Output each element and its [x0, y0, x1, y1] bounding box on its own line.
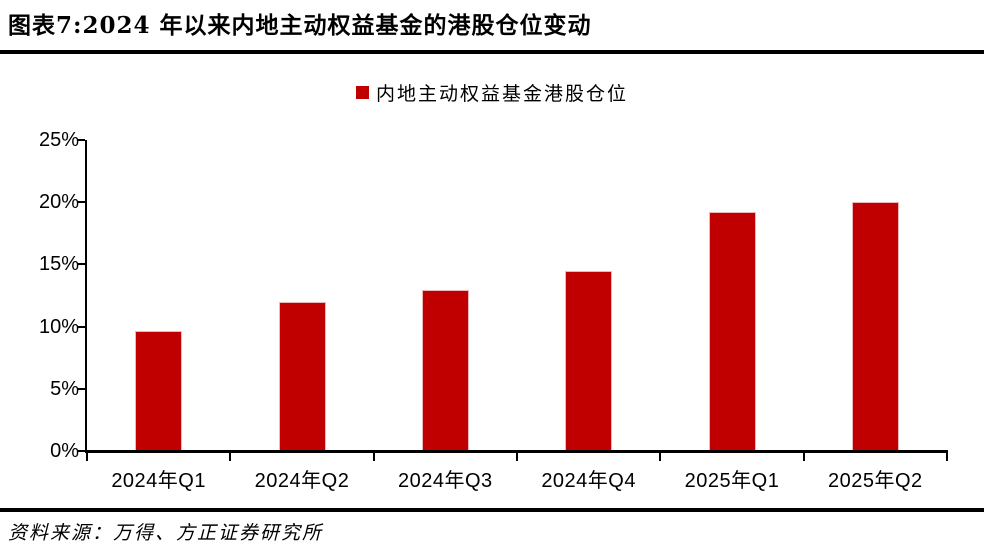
y-axis-label: 5%: [50, 377, 79, 400]
y-axis-tick: [77, 139, 85, 141]
x-axis-label: 2024年Q2: [254, 470, 350, 492]
x-axis-tick: [946, 453, 948, 461]
x-axis-tick: [229, 453, 232, 461]
source-divider: [0, 508, 984, 512]
legend: 内地主动权益基金港股仓位: [0, 82, 984, 105]
x-axis-tick: [659, 453, 662, 461]
y-axis-label: 10%: [38, 315, 79, 338]
y-axis-label: 15%: [38, 253, 79, 276]
x-axis-tick: [516, 453, 518, 461]
chart-title: 图表7:2024 年以来内地主动权益基金的港股仓位变动: [8, 12, 592, 39]
y-axis-tick: [77, 201, 85, 204]
y-axis-label: 25%: [38, 129, 79, 151]
bar-2024年Q3: [421, 289, 469, 450]
x-axis-label: 2025年Q2: [827, 470, 923, 492]
x-axis-label: 2024年Q4: [541, 470, 636, 492]
plot-area: 0% 5% 10% 15% 20% 25% 2024年Q1 2024年Q2 2024年Q3 202…: [39, 129, 948, 492]
y-axis-tick: [77, 263, 85, 266]
y-axis-label: 0%: [50, 440, 79, 462]
y-axis-tick: [77, 450, 85, 452]
bar-2024年Q1: [135, 330, 183, 450]
title-divider: [0, 50, 984, 54]
legend-label: 内地主动权益基金港股仓位: [375, 82, 628, 105]
y-axis-label: 20%: [38, 191, 79, 214]
y-axis-line: [85, 140, 87, 453]
x-axis-label: 2025年Q1: [684, 470, 780, 492]
x-axis-label: 2024年Q1: [111, 470, 206, 492]
y-axis-tick: [77, 387, 85, 390]
x-axis-tick: [372, 453, 375, 461]
bar-2024年Q4: [565, 270, 613, 450]
source-note: 资料来源：万得、方正证券研究所: [8, 522, 324, 544]
bar-2025年Q1: [708, 212, 756, 450]
bar-2024年Q2: [278, 301, 326, 450]
x-axis-label: 2024年Q3: [397, 470, 493, 492]
y-axis-tick: [77, 325, 85, 328]
legend-marker-icon: [355, 85, 369, 99]
x-axis-tick: [802, 453, 805, 461]
x-axis-tick: [86, 453, 88, 461]
bar-2025年Q2: [851, 202, 899, 450]
x-axis-line: [85, 450, 948, 453]
